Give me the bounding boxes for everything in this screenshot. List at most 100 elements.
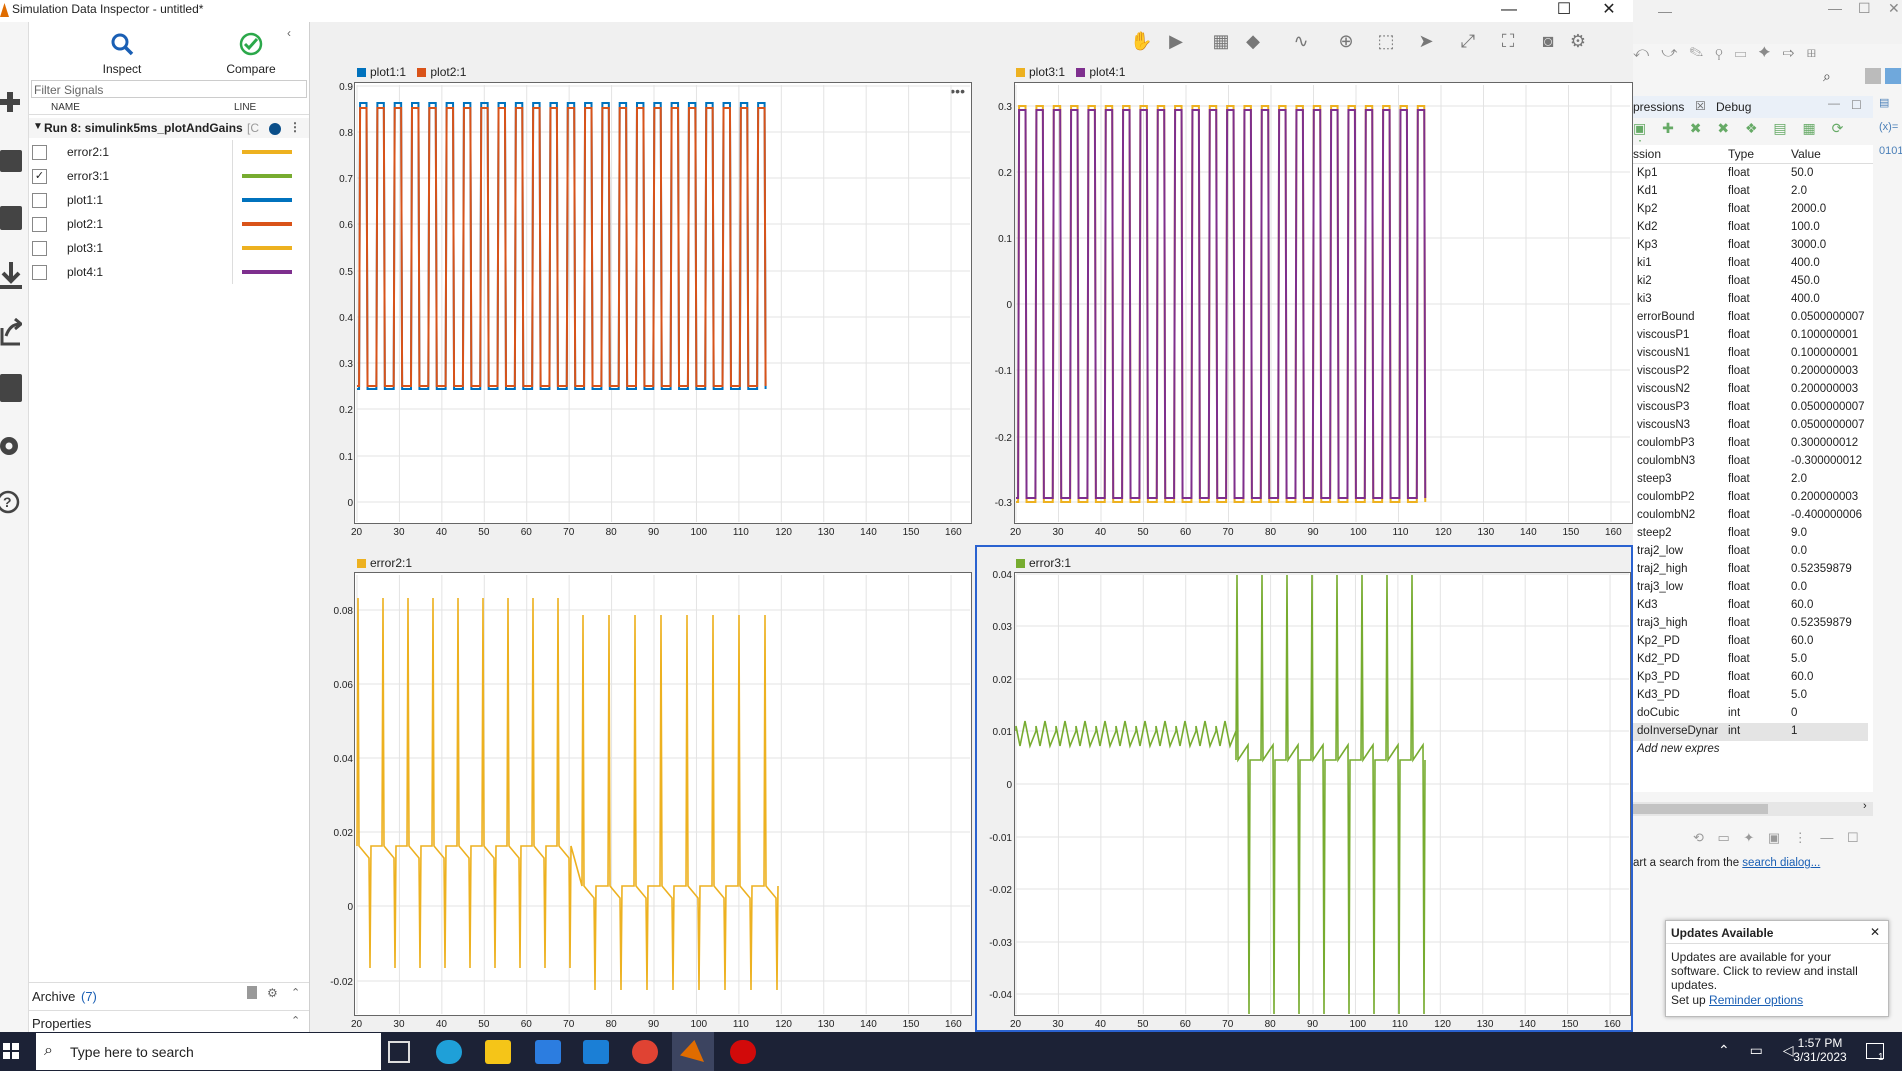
properties-section[interactable]: Properties ⌃ (29, 1010, 309, 1033)
expression-row[interactable]: viscousP1 float 0.100000001 (1633, 327, 1868, 345)
expression-row[interactable]: traj2_high float 0.52359879 (1633, 561, 1868, 579)
signal-row[interactable]: error2:1 (29, 140, 309, 164)
file-explorer-icon[interactable] (485, 1040, 511, 1064)
taskbar-search-box[interactable]: ⌕ Type here to search (36, 1033, 381, 1070)
add-expression-row[interactable]: Add new expres (1633, 741, 1868, 759)
camera-icon[interactable]: ◙ (1542, 31, 1554, 51)
zoom-icon[interactable]: ⊕ (1338, 31, 1354, 51)
expression-row[interactable]: traj3_low float 0.0 (1633, 579, 1868, 597)
notification-icon[interactable] (1866, 1043, 1884, 1059)
expression-row[interactable]: coulombN3 float -0.300000012 (1633, 453, 1868, 471)
expression-row[interactable]: ki3 float 400.0 (1633, 291, 1868, 309)
view-minimize-icon[interactable]: — (1828, 96, 1840, 110)
expressions-toolbar[interactable]: ▣ ✚ ✖ ✖ ❖ ▤ ▦ ⟳ ⋮ (1633, 120, 1850, 153)
edge-icon[interactable] (436, 1040, 462, 1064)
expression-row[interactable]: viscousN1 float 0.100000001 (1633, 345, 1868, 363)
updates-popup[interactable]: Updates Available ✕ Updates are availabl… (1665, 920, 1889, 1017)
archive-settings-icon[interactable]: ⚙ (267, 986, 278, 1000)
expression-row[interactable]: Kp2_PD float 60.0 (1633, 633, 1868, 651)
scroll-right-icon[interactable]: › (1863, 800, 1867, 812)
expression-row[interactable]: Kd3_PD float 5.0 (1633, 687, 1868, 705)
variables-side-icons[interactable]: ▤ (x)= 0101 (1879, 97, 1902, 157)
perspective-icon[interactable] (1865, 68, 1881, 84)
expression-row[interactable]: viscousP3 float 0.0500000007 (1633, 399, 1868, 417)
archive-count[interactable]: (7) (81, 989, 97, 1004)
expression-row[interactable]: doInverseDynar int 1 (1633, 723, 1868, 741)
minimize-button[interactable]: — (1501, 1, 1517, 18)
signal-row[interactable]: ✓ error3:1 (29, 164, 309, 188)
expression-row[interactable]: Kp3_PD float 60.0 (1633, 669, 1868, 687)
pan-hand-icon[interactable]: ✋ (1130, 31, 1153, 51)
signal-line-swatch[interactable] (242, 198, 292, 202)
expand-icon[interactable]: ⤢ (1460, 31, 1476, 51)
signal-row[interactable]: plot1:1 (29, 188, 309, 212)
ide-min-icon[interactable]: — (1828, 0, 1842, 16)
task-view-icon[interactable] (388, 1041, 410, 1063)
plot-menu-icon[interactable]: ••• (950, 83, 965, 99)
horizontal-scrollbar[interactable]: › (1633, 800, 1873, 816)
expression-row[interactable]: ki2 float 450.0 (1633, 273, 1868, 291)
open-folder-icon[interactable] (0, 150, 22, 172)
expression-row[interactable]: Kp2 float 2000.0 (1633, 201, 1868, 219)
chrome-icon[interactable] (632, 1040, 658, 1064)
ide-minimize-button[interactable]: — (1658, 3, 1672, 19)
select-pointer-icon[interactable]: ➤ (1418, 31, 1434, 51)
expression-row[interactable]: Kd2 float 100.0 (1633, 219, 1868, 237)
help-icon[interactable]: ? (0, 488, 22, 516)
expression-row[interactable]: Kd2_PD float 5.0 (1633, 651, 1868, 669)
report-icon[interactable] (0, 374, 22, 402)
chevron-up-icon[interactable]: ⌃ (291, 987, 301, 999)
search-view-toolbar[interactable]: ⟲ ▭ ✦ ▣ ⋮ — ☐ (1693, 830, 1864, 845)
mail-icon[interactable] (583, 1040, 609, 1064)
signal-line-swatch[interactable] (242, 270, 292, 274)
run-color-icon[interactable] (269, 123, 281, 135)
expression-row[interactable]: coulombN2 float -0.400000006 (1633, 507, 1868, 525)
expression-row[interactable]: steep3 float 2.0 (1633, 471, 1868, 489)
signal-checkbox[interactable] (32, 265, 47, 280)
debug-perspective-icon[interactable] (1885, 68, 1901, 84)
signal-row[interactable]: plot4:1 (29, 260, 309, 284)
download-icon[interactable] (0, 262, 22, 290)
app-red-icon[interactable] (730, 1040, 756, 1064)
expression-row[interactable]: traj2_low float 0.0 (1633, 543, 1868, 561)
expression-row[interactable]: viscousP2 float 0.200000003 (1633, 363, 1868, 381)
expression-row[interactable]: steep2 float 9.0 (1633, 525, 1868, 543)
archive-section[interactable]: Archive (7) ⚙ ⌃ (29, 982, 309, 1009)
new-icon[interactable] (0, 92, 20, 112)
layout-grid-icon[interactable]: ▦ (1212, 31, 1230, 51)
store-icon[interactable] (535, 1040, 561, 1064)
windows-start-icon[interactable] (3, 1043, 19, 1059)
search-dialog-link[interactable]: search dialog... (1742, 857, 1821, 869)
trash-icon[interactable] (247, 986, 257, 999)
ide-search-icon[interactable]: ⌕ (1823, 68, 1831, 84)
eraser-icon[interactable]: ◆ (1246, 31, 1260, 51)
settings-gear-icon[interactable]: ⚙ (1569, 31, 1587, 51)
expression-row[interactable]: coulombP2 float 0.200000003 (1633, 489, 1868, 507)
matlab-taskbar-button[interactable] (672, 1032, 714, 1071)
expression-row[interactable]: Kp1 float 50.0 (1633, 165, 1868, 183)
expression-row[interactable]: errorBound float 0.0500000007 (1633, 309, 1868, 327)
signal-row[interactable]: plot3:1 (29, 236, 309, 260)
signal-line-swatch[interactable] (242, 150, 292, 154)
settings-icon[interactable] (0, 432, 22, 460)
fit-to-view-icon[interactable]: ⬚ (1377, 31, 1395, 51)
tab-debug[interactable]: Debug (1716, 100, 1752, 114)
collapse-panel-icon[interactable]: ‹ (287, 26, 291, 40)
tray-icons[interactable]: ⌃ ▭ ◁ (1718, 1042, 1802, 1058)
expression-row[interactable]: doCubic int 0 (1633, 705, 1868, 723)
tab-close-icon[interactable]: ☒ (1695, 99, 1706, 113)
expression-row[interactable]: coulombP3 float 0.300000012 (1633, 435, 1868, 453)
signal-checkbox[interactable]: ✓ (32, 169, 47, 184)
clock[interactable]: 1:57 PM 3/31/2023 (1790, 1036, 1850, 1064)
signal-checkbox[interactable] (32, 241, 47, 256)
signal-checkbox[interactable] (32, 145, 47, 160)
signal-checkbox[interactable] (32, 217, 47, 232)
filter-signals-input[interactable]: Filter Signals (31, 80, 307, 98)
tab-expressions[interactable]: pressions (1633, 100, 1685, 114)
chevron-up-icon[interactable]: ⌃ (291, 1015, 301, 1027)
popup-close-icon[interactable]: ✕ (1870, 925, 1881, 939)
play-icon[interactable]: ▶ (1169, 31, 1183, 51)
expression-row[interactable]: Kd3 float 60.0 (1633, 597, 1868, 615)
share-icon[interactable] (0, 317, 24, 346)
signal-line-swatch[interactable] (242, 174, 292, 178)
